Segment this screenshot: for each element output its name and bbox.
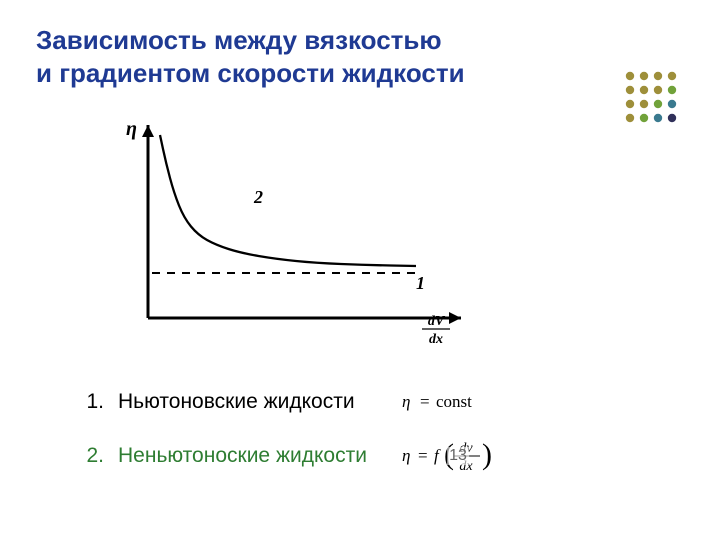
- list-number: 1.: [76, 390, 104, 414]
- title-line2: и градиентом скорости жидкости: [36, 58, 465, 88]
- svg-text:const: const: [436, 392, 472, 411]
- formula-const: η = const: [398, 380, 508, 424]
- svg-text:η: η: [402, 392, 410, 411]
- page-number: 13: [447, 447, 469, 465]
- list-label: Неньютоноские жидкости: [118, 444, 388, 468]
- svg-text:η: η: [402, 446, 410, 465]
- viscosity-chart: η dV dx 1 2: [106, 113, 684, 358]
- svg-text:2: 2: [253, 187, 263, 207]
- svg-text:=: =: [418, 446, 428, 465]
- list-number: 2.: [76, 444, 104, 468]
- svg-text:dx: dx: [429, 332, 443, 347]
- legend-list: 1. Ньютоновские жидкости η = const 2. Нень…: [76, 380, 684, 478]
- svg-text:f: f: [434, 446, 441, 465]
- list-label: Ньютоновские жидкости: [118, 390, 388, 414]
- svg-text:1: 1: [416, 273, 425, 293]
- list-item-2: 2. Неньютоноские жидкости 13 η=f()dvdx: [76, 434, 684, 478]
- formula-function: 13 η=f()dvdx: [398, 434, 518, 478]
- list-item-1: 1. Ньютоновские жидкости η = const: [76, 380, 684, 424]
- title-line1: Зависимость между вязкостью: [36, 25, 442, 55]
- slide-title: Зависимость между вязкостью и градиентом…: [36, 24, 536, 89]
- svg-text:η: η: [126, 118, 137, 140]
- svg-text:=: =: [420, 392, 430, 411]
- svg-text:): ): [482, 438, 492, 471]
- svg-text:dV: dV: [428, 314, 446, 329]
- decorative-dot-grid: [624, 70, 684, 130]
